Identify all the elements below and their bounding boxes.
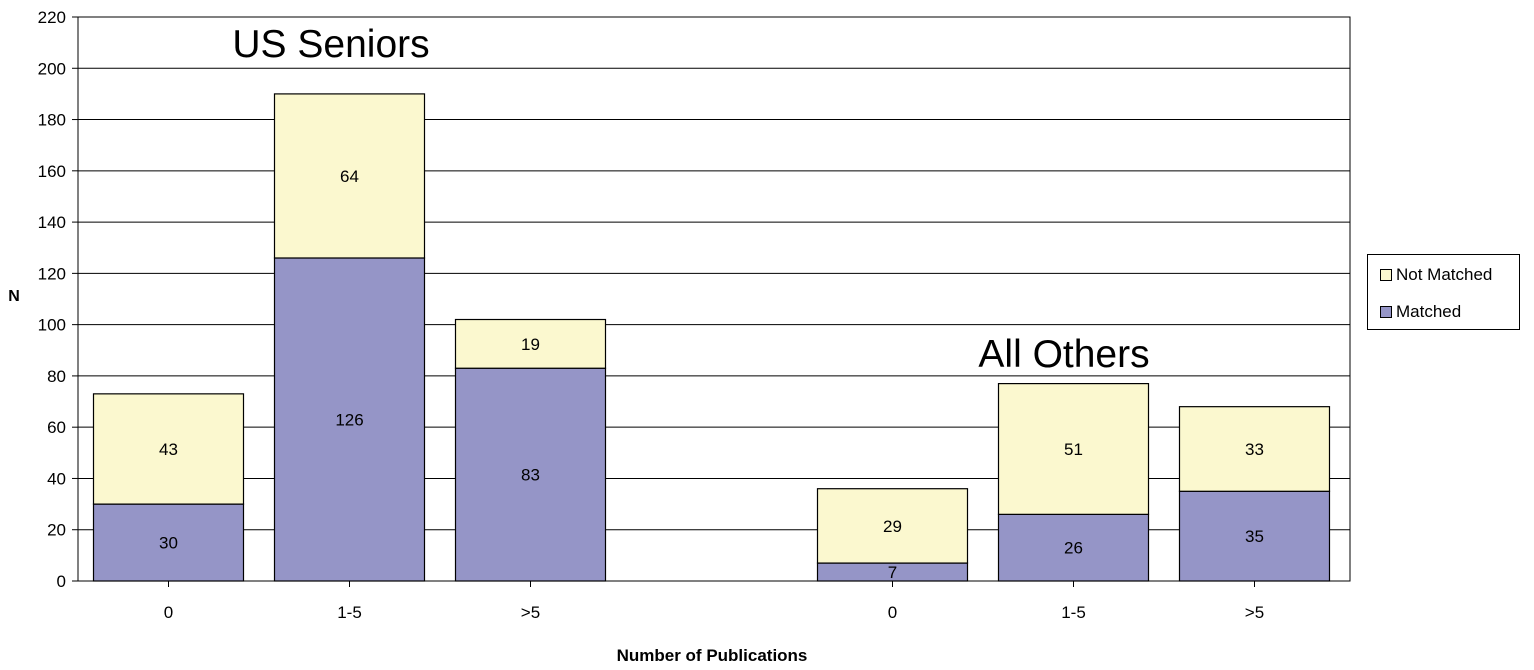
- data-label-matched: 35: [1245, 527, 1264, 546]
- y-axis-title: N: [8, 288, 20, 305]
- data-label-not-matched: 19: [521, 335, 540, 354]
- data-label-not-matched: 43: [159, 440, 178, 459]
- data-label-matched: 26: [1064, 539, 1083, 558]
- y-tick-label: 220: [38, 8, 66, 27]
- y-tick-label: 200: [38, 59, 66, 78]
- x-tick-label: 0: [164, 603, 173, 622]
- data-label-not-matched: 29: [883, 517, 902, 536]
- y-tick-label: 180: [38, 111, 66, 130]
- y-axis: 0 20 40 60 80 100 120 140 160 180 200 220: [38, 8, 78, 591]
- legend: Not Matched Matched: [1367, 254, 1520, 330]
- y-tick-label: 100: [38, 316, 66, 335]
- x-axis-title: Number of Publications: [617, 646, 808, 665]
- data-label-matched: 30: [159, 534, 178, 553]
- y-tick-label: 60: [47, 418, 66, 437]
- legend-item-not-matched: Not Matched: [1380, 265, 1492, 285]
- x-tick-label: 1-5: [337, 603, 362, 622]
- plot-area-border: [78, 17, 1350, 581]
- legend-label-not-matched: Not Matched: [1396, 265, 1492, 285]
- x-tick-label: 1-5: [1061, 603, 1086, 622]
- legend-item-matched: Matched: [1380, 302, 1461, 322]
- y-tick-label: 120: [38, 264, 66, 283]
- data-label-matched: 83: [521, 466, 540, 485]
- gridlines: [78, 68, 1350, 529]
- x-tick-label: >5: [1245, 603, 1264, 622]
- legend-label-matched: Matched: [1396, 302, 1461, 322]
- y-tick-label: 160: [38, 162, 66, 181]
- group-label-all-others: All Others: [978, 333, 1149, 376]
- y-tick-label: 40: [47, 469, 66, 488]
- x-axis: 0 1-5 >5 0 1-5 >5: [164, 581, 1264, 622]
- data-label-not-matched: 51: [1064, 440, 1083, 459]
- y-tick-label: 20: [47, 521, 66, 540]
- x-tick-label: 0: [888, 603, 897, 622]
- y-tick-label: 0: [57, 572, 66, 591]
- data-label-matched: 126: [335, 410, 363, 429]
- group-label-us-seniors: US Seniors: [232, 23, 429, 66]
- y-tick-label: 80: [47, 367, 66, 386]
- data-label-not-matched: 33: [1245, 440, 1264, 459]
- y-tick-label: 140: [38, 213, 66, 232]
- legend-swatch-not-matched: [1380, 269, 1392, 281]
- data-label-not-matched: 64: [340, 167, 359, 186]
- data-label-matched: 7: [888, 563, 897, 582]
- legend-swatch-matched: [1380, 306, 1392, 318]
- x-tick-label: >5: [521, 603, 540, 622]
